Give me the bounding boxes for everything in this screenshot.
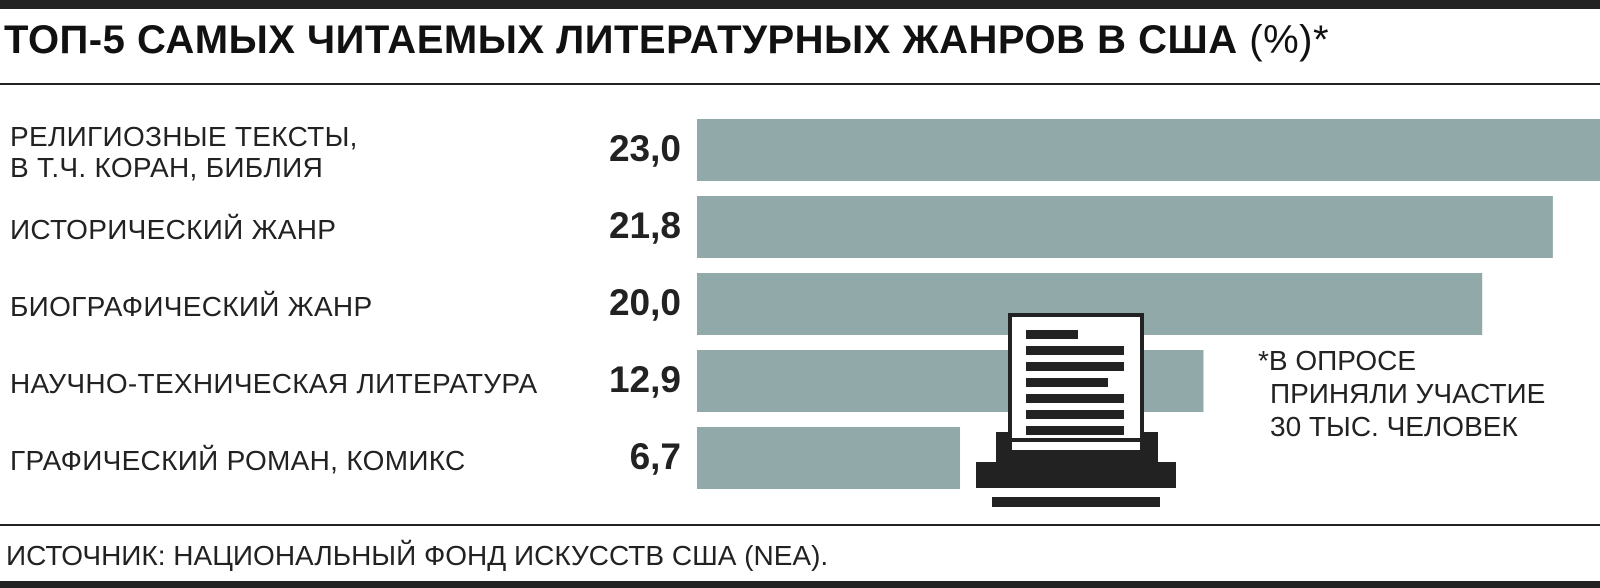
value-label: 20,0	[608, 282, 681, 323]
note-line: 30 ТЫС. ЧЕЛОВЕК	[1270, 411, 1518, 442]
bar	[697, 427, 961, 489]
value-label: 23,0	[608, 128, 681, 169]
value-label: 21,8	[608, 205, 681, 246]
category-label: НАУЧНО-ТЕХНИЧЕСКАЯ ЛИТЕРАТУРА	[10, 367, 538, 399]
source-rule	[0, 524, 1600, 526]
bar	[697, 196, 1553, 258]
printer-icon	[976, 313, 1176, 507]
note-line: *В ОПРОСЕ	[1258, 345, 1416, 376]
top-rule	[0, 0, 1600, 9]
title-main: ТОП-5 САМЫХ ЧИТАЕМЫХ ЛИТЕРАТУРНЫХ ЖАНРОВ…	[4, 18, 1238, 62]
title-suffix: (%)*	[1249, 18, 1330, 62]
category-label: ГРАФИЧЕСКИЙ РОМАН, КОМИКС	[10, 444, 466, 476]
bar	[697, 119, 1600, 181]
value-label: 12,9	[608, 359, 681, 400]
category-label: РЕЛИГИОЗНЫЕ ТЕКСТЫ, В Т.Ч. КОРАН, БИБЛИЯ	[10, 121, 358, 183]
category-label: БИОГРАФИЧЕСКИЙ ЖАНР	[10, 290, 373, 322]
bottom-rule	[0, 581, 1600, 588]
value-label: 6,7	[629, 436, 681, 477]
note: *В ОПРОСЕ ПРИНЯЛИ УЧАСТИЕ 30 ТЫС. ЧЕЛОВЕК	[1258, 344, 1545, 443]
note-line: ПРИНЯЛИ УЧАСТИЕ	[1270, 378, 1546, 409]
title-rule	[0, 83, 1600, 85]
category-label: ИСТОРИЧЕСКИЙ ЖАНР	[10, 213, 337, 245]
source: ИСТОЧНИК: НАЦИОНАЛЬНЫЙ ФОНД ИСКУССТВ США…	[6, 540, 829, 571]
chart-title: ТОП-5 САМЫХ ЧИТАЕМЫХ ЛИТЕРАТУРНЫХ ЖАНРОВ…	[4, 18, 1329, 63]
